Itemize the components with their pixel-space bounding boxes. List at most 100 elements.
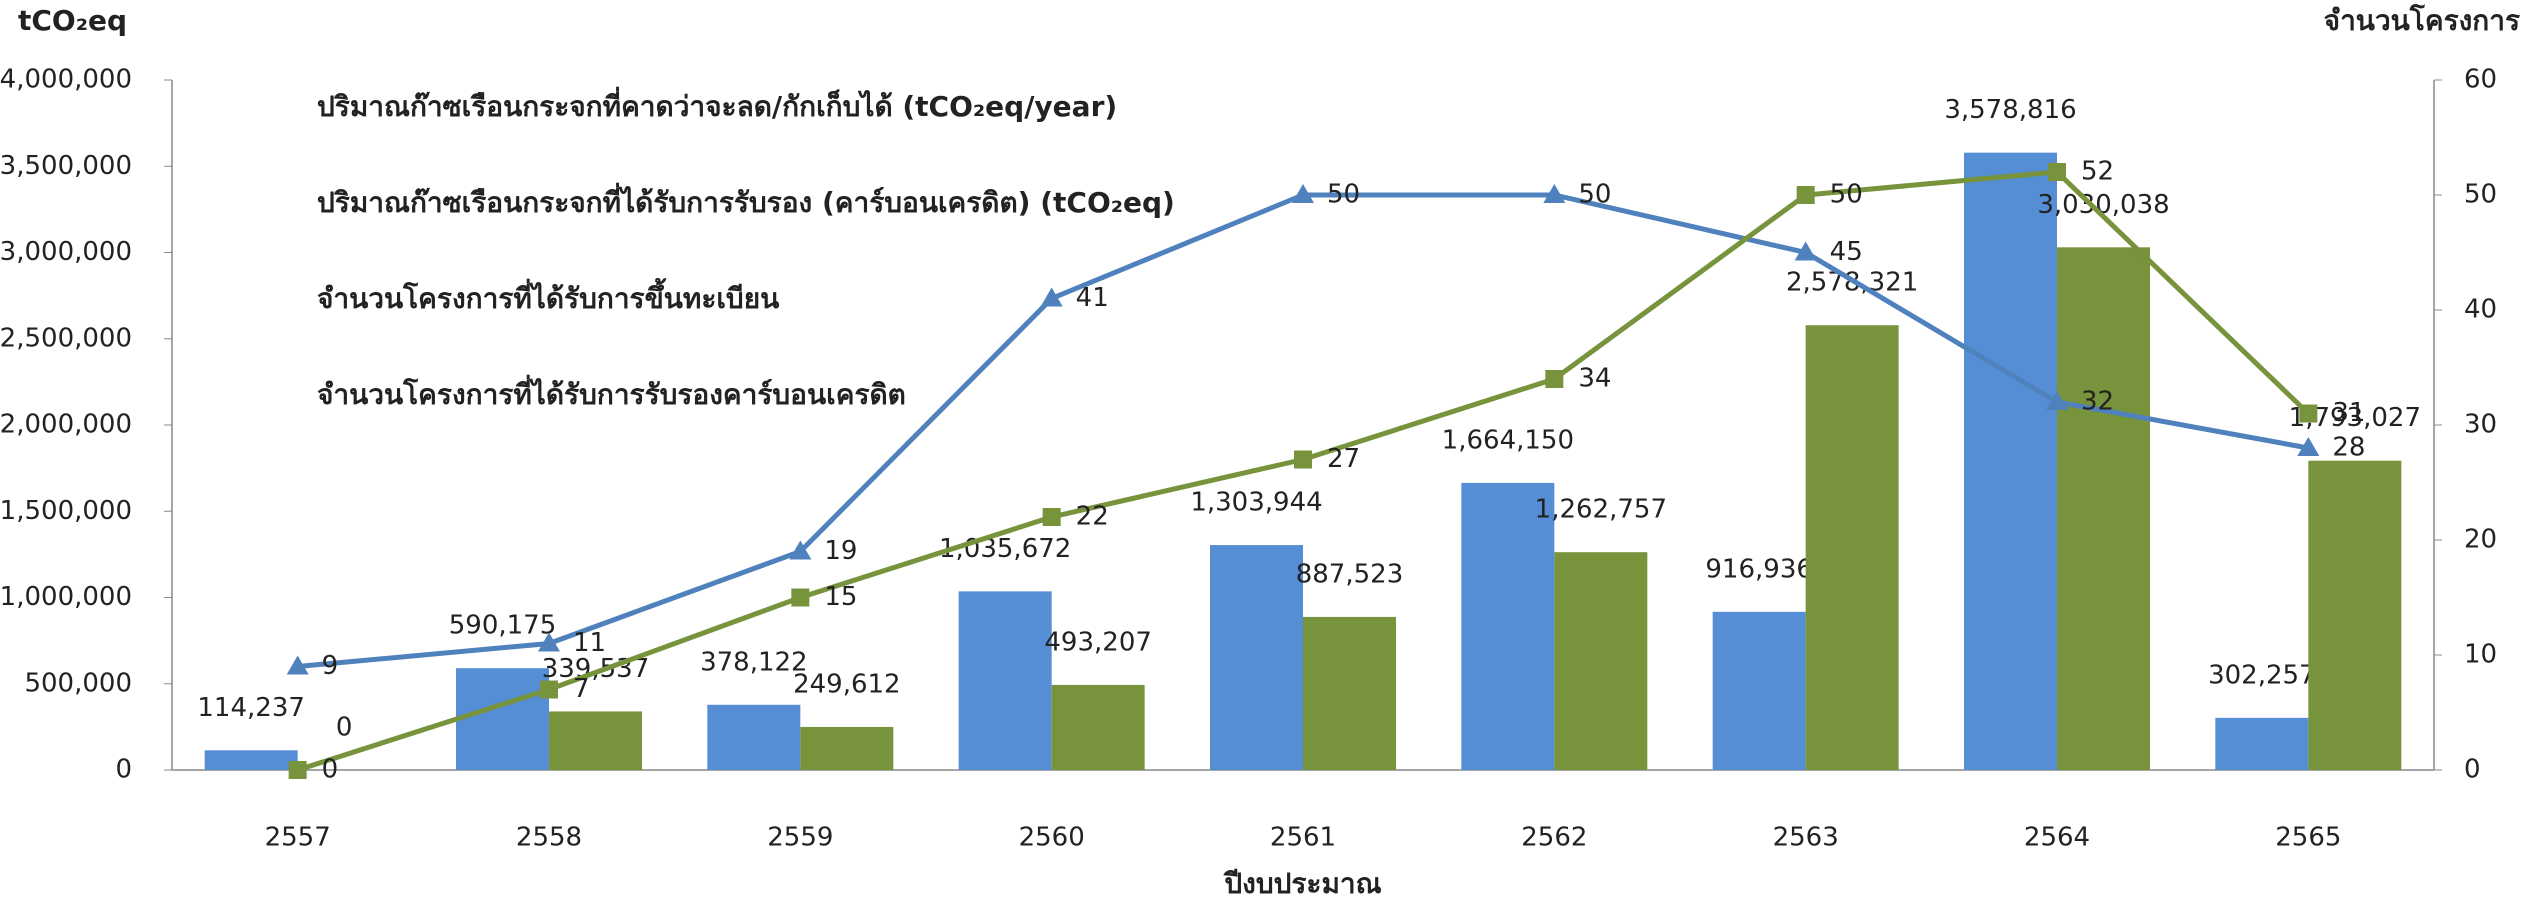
y-tick-label: 0 (115, 755, 132, 785)
line-value-label: 15 (824, 582, 857, 612)
y-tick-label: 3,500,000 (0, 151, 132, 181)
bar-value-label: 887,523 (1296, 559, 1404, 589)
marker (1294, 450, 1312, 469)
marker (1796, 186, 1815, 204)
bar-value-label: 916,936 (1705, 554, 1813, 584)
bar-value-label: 1,262,757 (1535, 495, 1667, 525)
bar (2308, 460, 2402, 770)
y2-tick-label: 50 (2464, 180, 2497, 210)
marker (2299, 404, 2318, 423)
bar-value-label: 590,175 (449, 611, 557, 641)
legend-label: จำนวนโครงการที่ได้รับการรับรองคาร์บอนเคร… (317, 374, 906, 411)
bar (1554, 552, 1648, 770)
line-value-label: 50 (1830, 180, 1863, 210)
y2-tick-label: 0 (2464, 755, 2481, 785)
line-value-label: 27 (1327, 444, 1360, 474)
bar-value-label: 1,035,672 (939, 534, 1071, 564)
line-value-label: 22 (1076, 502, 1109, 532)
y-tick-label: 2,500,000 (0, 323, 132, 353)
line-value-label: 9 (322, 651, 339, 681)
marker (288, 761, 307, 779)
x-tick-label: 2563 (1773, 823, 1839, 853)
bar-value-label: 0 (336, 713, 353, 743)
bar (204, 750, 298, 770)
marker (1543, 184, 1566, 203)
bar (1051, 684, 1145, 770)
bar-value-label: 249,612 (793, 669, 901, 699)
line-value-label: 52 (2081, 157, 2114, 187)
bar (1461, 482, 1555, 770)
line-value-label: 28 (2332, 433, 2365, 463)
y-tick-label: 1,500,000 (0, 496, 132, 526)
bar-value-label: 114,237 (197, 693, 305, 723)
y2-tick-label: 10 (2464, 640, 2497, 670)
bar-value-label: 3,578,816 (1944, 95, 2076, 125)
bar (1712, 611, 1806, 770)
marker (2046, 391, 2068, 410)
y-tick-label: 2,000,000 (0, 410, 132, 440)
bar (456, 668, 549, 770)
y2-tick-label: 60 (2464, 65, 2497, 95)
marker (1545, 370, 1564, 388)
bar-value-label: 1,303,944 (1190, 488, 1322, 518)
marker (791, 588, 810, 607)
marker (1042, 508, 1061, 526)
bar (1303, 616, 1396, 770)
y-tick-label: 1,000,000 (0, 582, 132, 612)
legend-label: จำนวนโครงการที่ได้รับการขึ้นทะเบียน (317, 277, 779, 315)
bar-value-label: 378,122 (700, 647, 808, 677)
line-value-label: 45 (1830, 237, 1863, 267)
x-tick-label: 2561 (1270, 823, 1336, 853)
marker (1040, 287, 1063, 307)
x-tick-label: 2565 (2275, 823, 2341, 853)
bar (1805, 325, 1899, 770)
x-tick-label: 2564 (2024, 823, 2090, 853)
bar (1210, 545, 1303, 770)
x-tick-label: 2562 (1521, 823, 1587, 853)
line-value-label: 31 (2332, 398, 2365, 428)
bar-value-label: 493,207 (1044, 627, 1152, 657)
bar (1964, 152, 2057, 770)
y2-tick-label: 40 (2464, 295, 2497, 325)
line-value-label: 0 (322, 755, 339, 785)
bar (549, 711, 642, 770)
bar-value-label: 302,257 (2208, 660, 2316, 690)
marker (1794, 241, 1817, 261)
marker (2048, 163, 2066, 181)
marker (2297, 437, 2320, 456)
x-tick-label: 2560 (1019, 823, 1085, 853)
y2-axis-title: จำนวนโครงการ (2324, 3, 2520, 37)
bar (2057, 247, 2150, 770)
line-value-label: 32 (2081, 387, 2114, 417)
y-tick-label: 3,000,000 (0, 237, 132, 267)
marker (540, 680, 558, 699)
marker (789, 540, 812, 560)
bar (2215, 717, 2309, 770)
x-axis-title: ปีงบประมาณ (1222, 867, 1381, 900)
bar (800, 726, 894, 770)
bar (707, 704, 801, 770)
y2-tick-label: 30 (2464, 410, 2497, 440)
x-tick-label: 2559 (767, 823, 833, 853)
marker (1292, 184, 1314, 203)
line-value-label: 41 (1076, 283, 1109, 313)
y-axis-title: tCO₂eq (18, 4, 127, 37)
marker (538, 632, 560, 652)
y2-tick-label: 20 (2464, 525, 2497, 555)
line-value-label: 50 (1327, 180, 1360, 210)
line-value-label: 50 (1578, 180, 1611, 210)
line-value-label: 34 (1578, 364, 1611, 394)
line-value-label: 7 (573, 674, 590, 704)
y-tick-label: 500,000 (24, 668, 132, 698)
x-tick-label: 2558 (516, 823, 582, 853)
bar-value-label: 1,664,150 (1442, 425, 1574, 455)
line-value-label: 11 (573, 628, 606, 658)
line-value-label: 19 (824, 536, 857, 566)
y-tick-label: 4,000,000 (0, 65, 132, 95)
marker (286, 655, 309, 675)
legend-label: ปริมาณก๊าซเรือนกระจกที่คาดว่าจะลด/กักเก็… (317, 86, 1117, 123)
legend-label: ปริมาณก๊าซเรือนกระจกที่ได้รับการรับรอง (… (317, 182, 1175, 219)
bar (958, 591, 1052, 770)
x-tick-label: 2557 (265, 823, 331, 853)
